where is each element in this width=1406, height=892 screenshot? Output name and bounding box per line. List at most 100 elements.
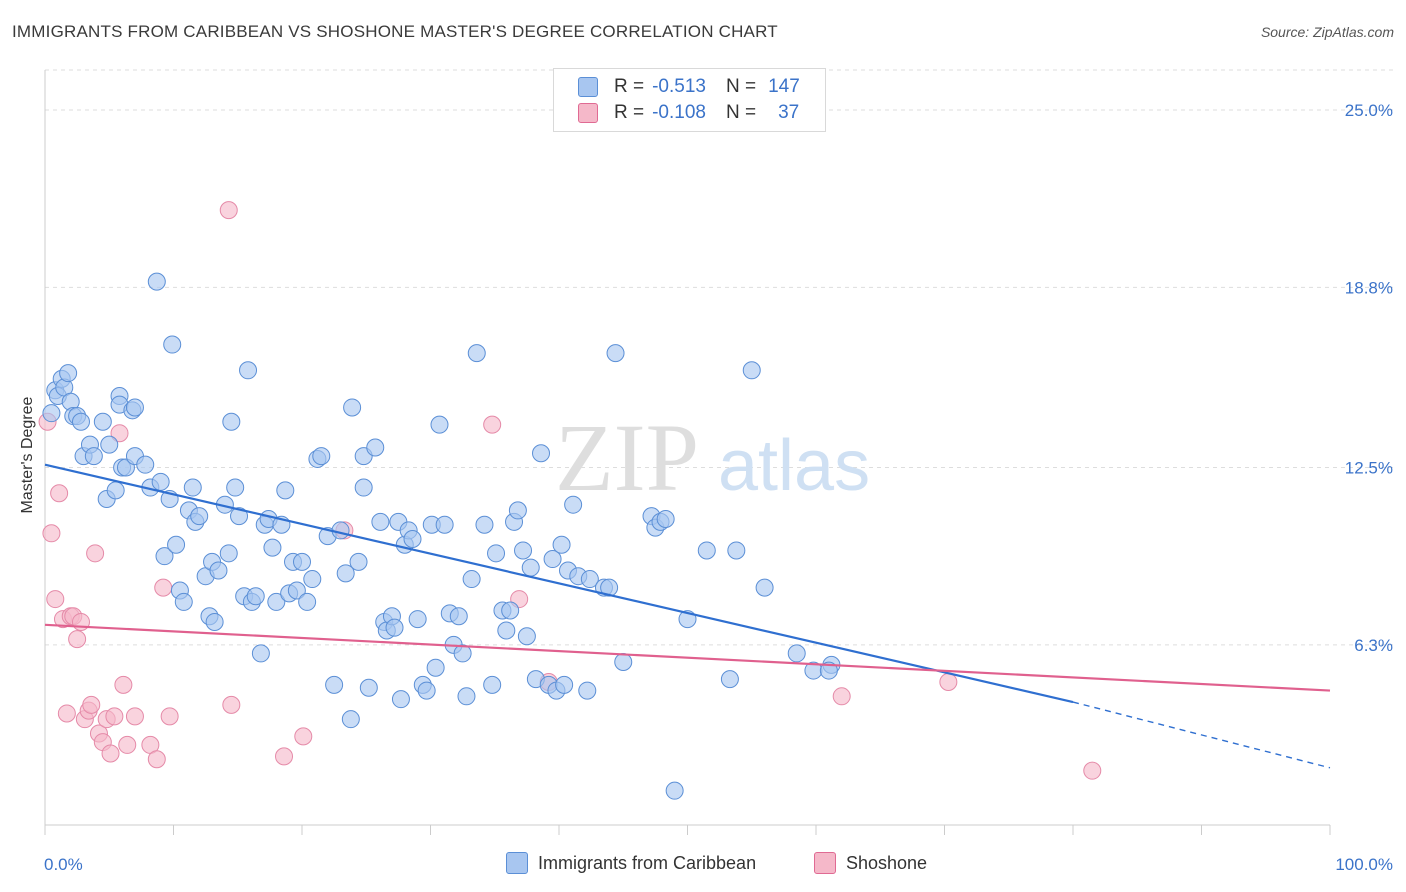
trend-line-caribbean [44,463,1074,704]
watermark-atlas: atlas [718,426,870,506]
data-point [462,570,481,589]
series-caribbean-points [42,272,841,800]
data-point [552,535,571,554]
data-point [110,424,129,443]
y-tick-label: 12.5% [1345,459,1393,478]
data-point [417,681,436,700]
trend-line-caribbean-extension [1072,701,1331,769]
data-point [303,570,322,589]
data-point [209,561,228,580]
data-point [276,481,295,500]
data-point [287,581,306,600]
x-tick-label: 100.0% [1335,855,1393,874]
data-point [230,507,249,526]
data-point [147,272,166,291]
legend-n-label: N = [725,76,757,97]
data-point [517,627,536,646]
data-point [294,727,313,746]
data-point [101,744,120,763]
data-point [514,541,533,560]
data-point [42,404,61,423]
data-point [336,564,355,583]
data-point [487,544,506,563]
data-point [251,644,270,663]
data-point [453,644,472,663]
data-point [532,444,551,463]
data-point [219,544,238,563]
data-point [787,644,806,663]
data-point [93,412,112,431]
data-point [46,590,65,609]
data-point [614,652,633,671]
data-point [114,675,133,694]
data-point [366,438,385,457]
data-point [154,578,173,597]
y-tick-label: 25.0% [1345,101,1393,120]
data-point [435,515,454,534]
watermark-zip: ZIP [555,404,699,511]
data-point [125,707,144,726]
data-point [71,412,90,431]
legend-r-label: R = [614,76,645,97]
data-point [100,435,119,454]
axes [44,70,1331,835]
data-point [508,501,527,520]
stats-legend: R = -0.513 N = 147 R = -0.108 N = 37 [553,68,826,132]
data-point [501,601,520,620]
data-point [349,552,368,571]
data-point [497,621,516,640]
legend-n-value: 147 [768,76,800,97]
data-point [720,670,739,689]
trend-line-shoshone [44,623,1331,692]
data-point [600,578,619,597]
data-point [385,618,404,637]
data-point [222,695,241,714]
data-point [312,447,331,466]
legend-r-value: -0.108 [652,102,706,123]
data-point [564,495,583,514]
data-point [42,524,61,543]
data-point [408,610,427,629]
data-point [430,415,449,434]
legend-swatch-shoshone [578,103,598,123]
data-point [449,607,468,626]
data-point [267,592,286,611]
data-point [219,201,238,220]
data-point [371,512,390,531]
data-point [163,335,182,354]
data-point [222,412,241,431]
data-point [226,478,245,497]
y-tick-label: 6.3% [1354,636,1393,655]
data-point [136,455,155,474]
data-point [106,481,125,500]
data-point [341,710,360,729]
legend-swatch [506,852,528,874]
y-tick-label: 18.8% [1345,278,1393,297]
data-point [483,415,502,434]
legend-item-caribbean: Immigrants from Caribbean [506,852,756,874]
data-point [86,544,105,563]
legend-r-value: -0.513 [652,76,706,97]
data-point [832,687,851,706]
data-point [57,704,76,723]
data-point [190,507,209,526]
trend-lines [44,463,1331,769]
data-point [147,750,166,769]
data-point [174,592,193,611]
legend-n-label: N = [725,102,757,123]
data-point [125,398,144,417]
data-point [391,690,410,709]
data-point [205,612,224,631]
legend-label: Immigrants from Caribbean [538,852,757,873]
data-point [160,707,179,726]
data-point [578,681,597,700]
data-point [293,552,311,571]
legend-r-label: R = [614,102,645,123]
data-point [483,675,502,694]
data-point [606,344,625,363]
data-point [555,675,574,694]
data-point [239,361,258,380]
data-point [167,535,186,554]
y-axis-title: Master's Degree [19,396,36,513]
data-point [118,735,137,754]
